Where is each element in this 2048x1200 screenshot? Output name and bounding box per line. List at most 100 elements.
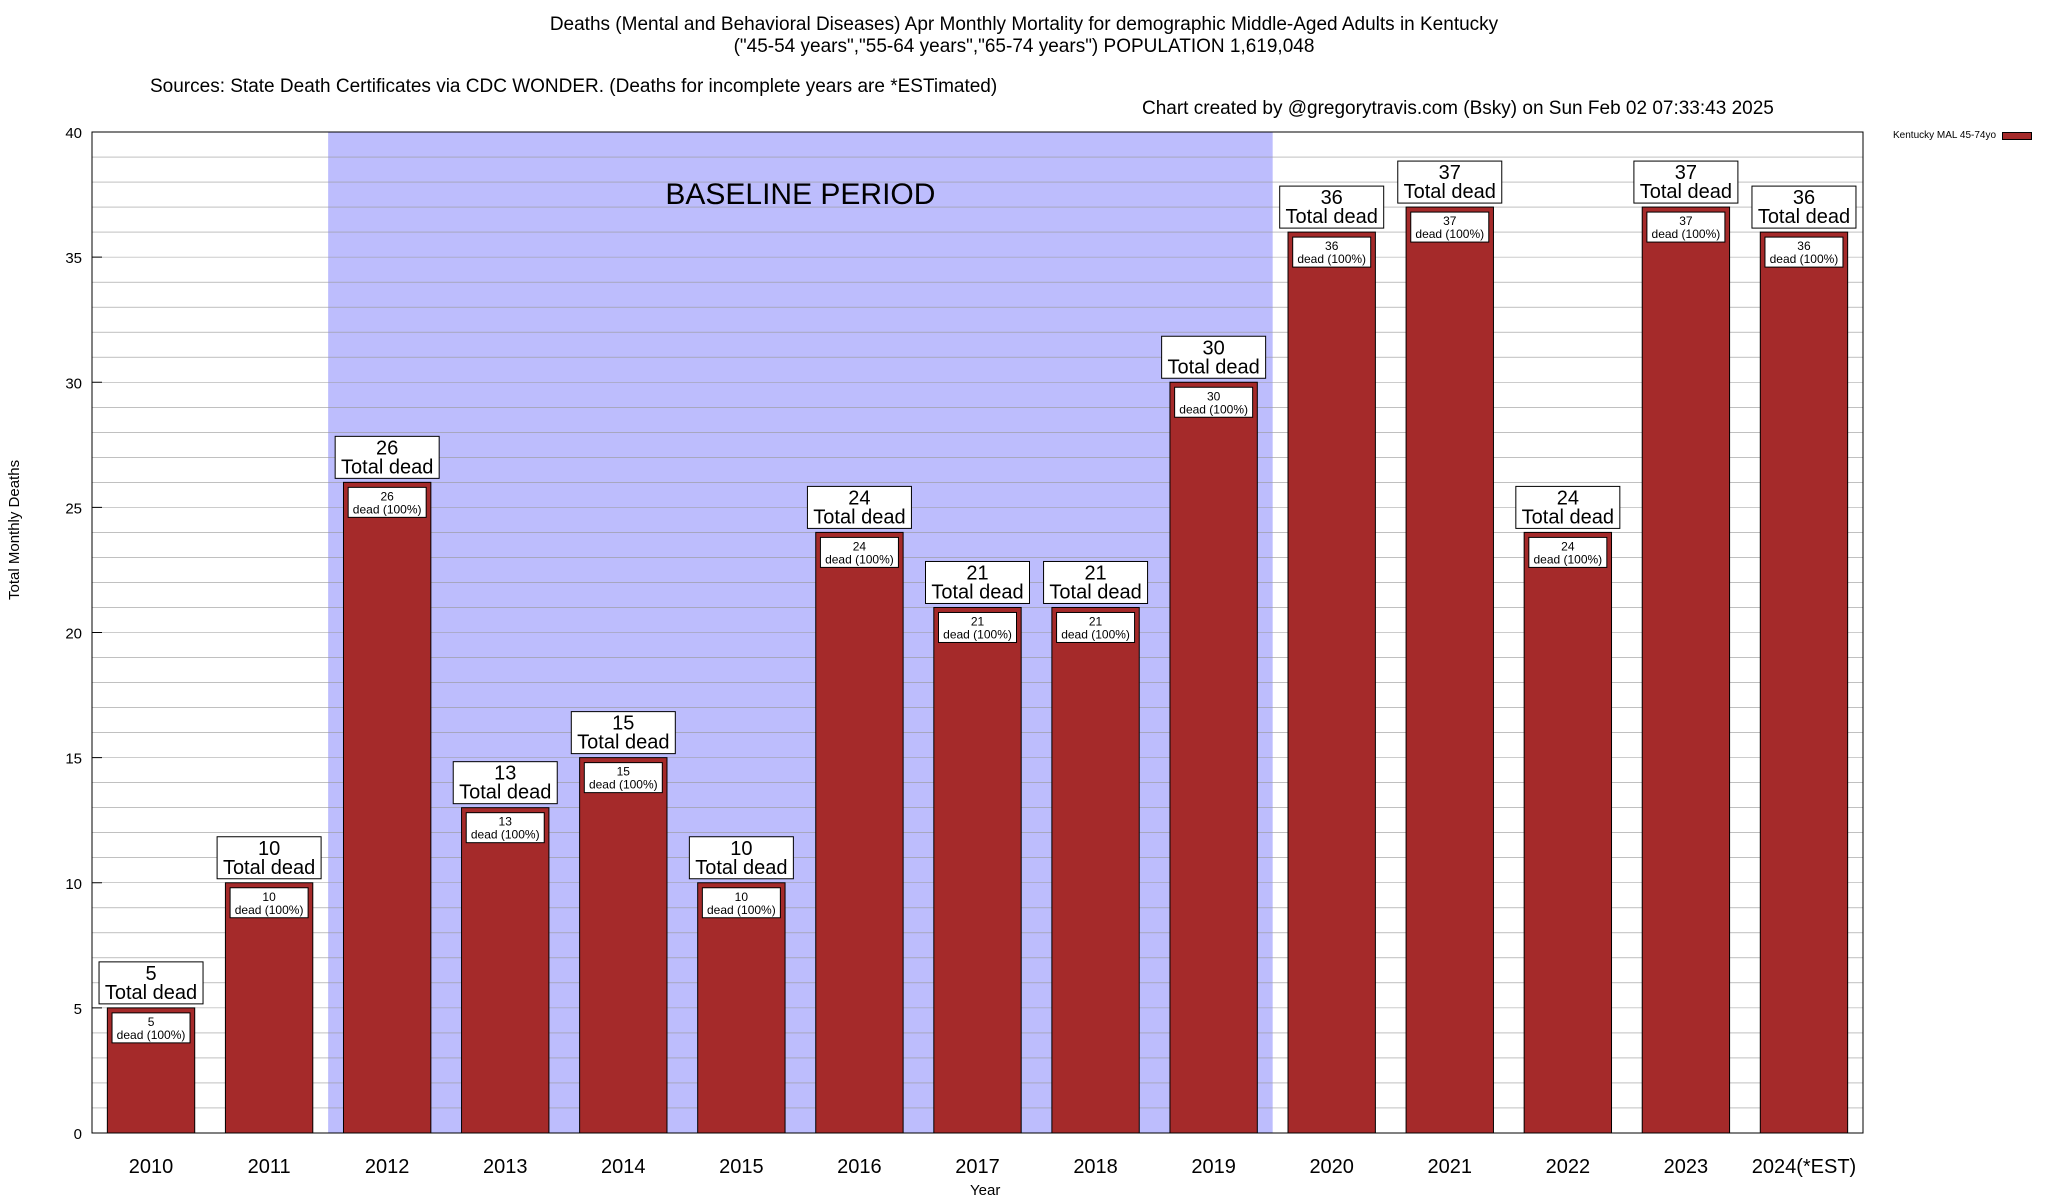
baseline-period-label: BASELINE PERIOD (665, 178, 935, 211)
sources-line: Sources: State Death Certificates via CD… (0, 54, 2048, 120)
bar (815, 531, 904, 1134)
top-label-box (334, 435, 440, 479)
x-tick-label: 2023 (1664, 1156, 1709, 1178)
bar (1759, 231, 1849, 1134)
bar (1523, 531, 1613, 1134)
y-tick-label: 0 (74, 1126, 82, 1143)
inner-label-value: 10 (735, 890, 749, 904)
x-tick-label: 2011 (248, 1156, 291, 1178)
x-tick-label: 2016 (837, 1156, 882, 1178)
y-tick-label: 35 (65, 250, 82, 267)
top-label-value: 10 (258, 838, 280, 860)
inner-label-text: dead (100%) (235, 903, 304, 917)
inner-label-box (583, 762, 663, 794)
x-tick-label: 2022 (1546, 1156, 1591, 1178)
inner-label-value: 10 (262, 890, 276, 904)
top-label-box (1161, 335, 1267, 379)
top-label-value: 21 (1084, 562, 1106, 584)
top-label-box (1279, 185, 1385, 229)
top-label-box (925, 560, 1030, 604)
bar (1641, 206, 1731, 1134)
inner-label-text: dead (100%) (1297, 252, 1366, 266)
top-label-text: Total dead (813, 506, 905, 528)
top-label-text: Total dead (1167, 356, 1259, 378)
top-label-box (1397, 160, 1503, 204)
top-label-value: 37 (1439, 162, 1461, 184)
x-tick-label: 2010 (129, 1156, 174, 1178)
top-label-text: Total dead (577, 732, 669, 754)
title-line-1: Deaths (Mental and Behavioral Diseases) … (549, 14, 1499, 35)
top-label-text: Total dead (1286, 206, 1378, 228)
top-label-box (1515, 485, 1621, 529)
x-tick-label: 2014 (601, 1156, 646, 1178)
top-label-box (452, 761, 558, 805)
y-axis-label: Total Monthly Deaths (6, 459, 23, 600)
chart-title: Deaths (Mental and Behavioral Diseases) … (0, 14, 2048, 58)
top-label-text: Total dead (223, 857, 315, 879)
bar (697, 882, 786, 1134)
inner-label-text: dead (100%) (1652, 227, 1721, 241)
inner-label-text: dead (100%) (1415, 227, 1484, 241)
inner-label-value: 37 (1443, 214, 1457, 228)
top-label-value: 30 (1203, 337, 1225, 359)
x-tick-label: 2012 (365, 1156, 410, 1178)
top-label-text: Total dead (459, 782, 551, 804)
inner-label-text: dead (100%) (1533, 552, 1602, 566)
inner-label-box (1764, 236, 1844, 268)
y-tick-label: 30 (65, 375, 82, 392)
inner-label-value: 5 (148, 1015, 155, 1029)
inner-label-value: 30 (1207, 389, 1221, 403)
inner-label-box (347, 486, 427, 518)
inner-label-value: 36 (1797, 239, 1811, 253)
top-label-box (1751, 185, 1857, 229)
x-tick-label: 2017 (955, 1156, 1000, 1178)
y-tick-label: 10 (65, 876, 82, 893)
top-label-value: 36 (1321, 187, 1343, 209)
legend-label: Kentucky MAL 45-74yo (1893, 130, 1997, 141)
inner-label-value: 37 (1679, 214, 1693, 228)
bar (1405, 206, 1494, 1134)
inner-label-box (1174, 386, 1254, 418)
x-tick-label: 2013 (483, 1156, 528, 1178)
x-tick-label: 2020 (1309, 1156, 1354, 1178)
credit-text: Chart created by @gregorytravis.com (Bsk… (1142, 98, 1774, 119)
top-label-value: 21 (966, 562, 988, 584)
plot-frame (91, 131, 1864, 1134)
top-label-box (688, 836, 794, 880)
top-label-box (1043, 560, 1149, 604)
top-label-text: Total dead (1640, 181, 1732, 203)
top-label-value: 13 (494, 763, 516, 785)
bar (1287, 231, 1376, 1134)
inner-label-value: 26 (380, 489, 394, 503)
inner-label-text: dead (100%) (353, 502, 422, 516)
top-label-text: Total dead (931, 581, 1023, 603)
inner-label-box (1292, 236, 1372, 268)
x-tick-label: 2021 (1428, 1156, 1473, 1178)
inner-label-box (229, 887, 309, 919)
inner-label-value: 24 (1561, 539, 1575, 553)
top-label-value: 24 (848, 487, 870, 509)
inner-label-box (1056, 611, 1136, 643)
sources-text: Sources: State Death Certificates via CD… (150, 76, 998, 97)
top-label-box (1633, 160, 1739, 204)
inner-label-text: dead (100%) (589, 778, 658, 792)
inner-label-text: dead (100%) (1061, 627, 1130, 641)
top-label-value: 26 (376, 437, 398, 459)
x-tick-label: 2018 (1073, 1156, 1118, 1178)
top-label-text: Total dead (1522, 506, 1614, 528)
x-tick-label: 2019 (1191, 1156, 1236, 1178)
y-tick-label: 20 (65, 626, 82, 643)
y-tick-label: 40 (65, 125, 82, 142)
top-label-box (806, 485, 912, 529)
x-tick-label: 2024(*EST) (1752, 1156, 1857, 1178)
bar (1169, 381, 1258, 1134)
y-tick-label: 25 (65, 500, 82, 517)
title-line-2: ("45-54 years","55-64 years","65-74 year… (733, 36, 1315, 57)
inner-label-box (1528, 536, 1608, 568)
top-label-value: 36 (1793, 187, 1815, 209)
top-label-value: 37 (1675, 162, 1697, 184)
inner-label-box (819, 536, 899, 568)
inner-label-text: dead (100%) (471, 828, 540, 842)
inner-label-value: 24 (853, 539, 867, 553)
